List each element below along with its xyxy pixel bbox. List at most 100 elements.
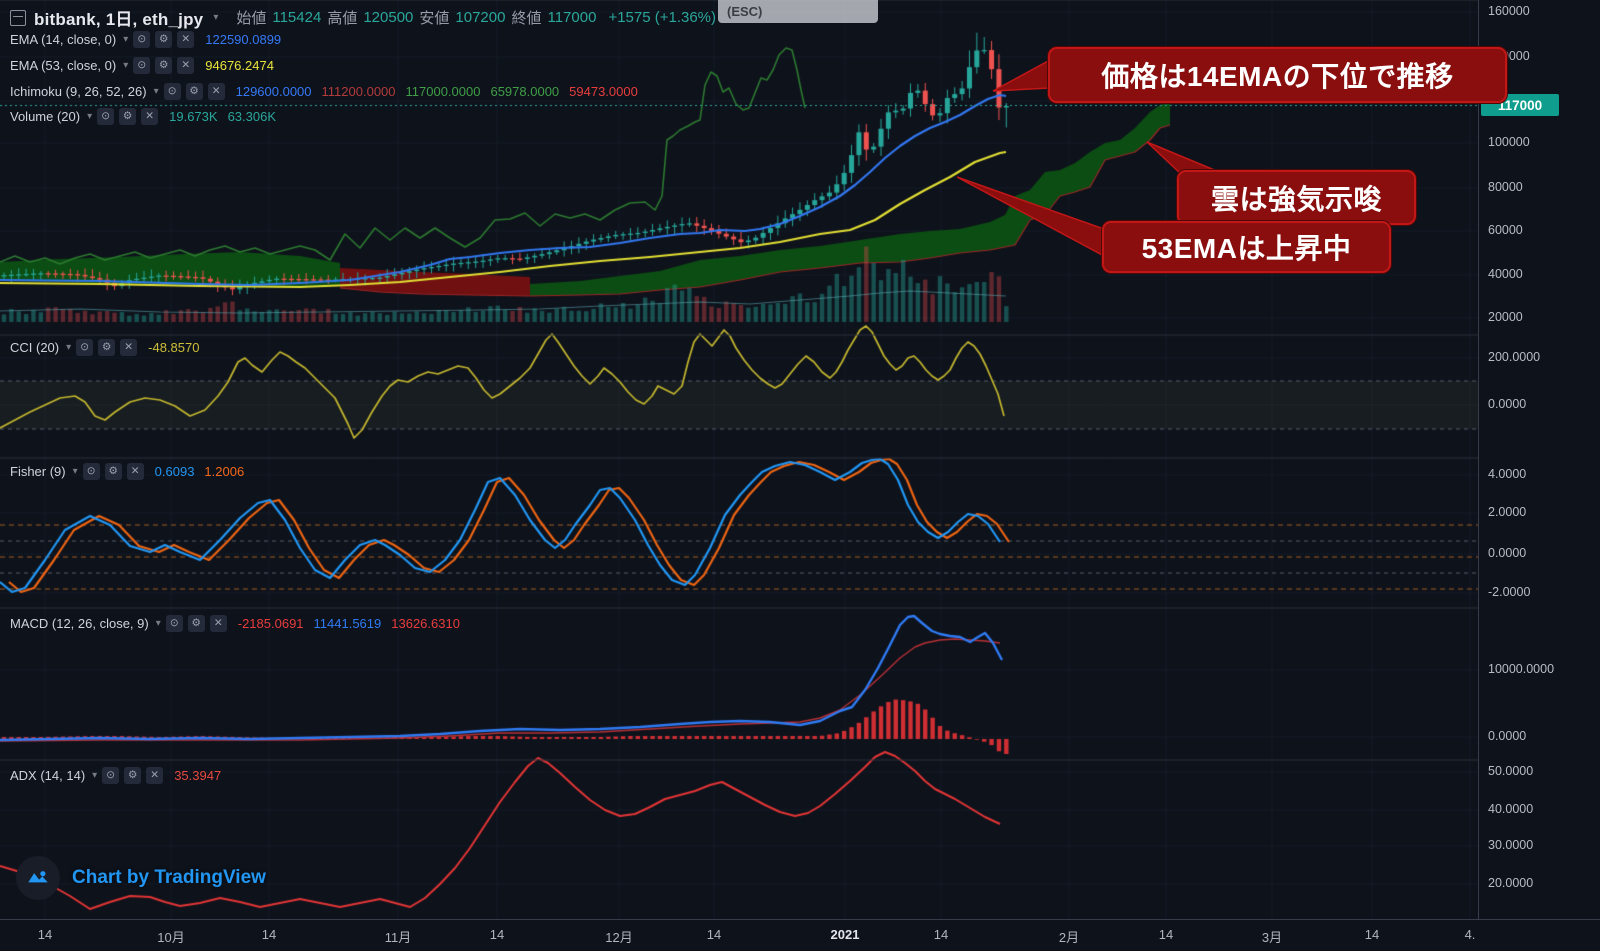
esc-hint-text: (ESC) xyxy=(727,4,763,19)
eye-icon[interactable]: ⊙ xyxy=(133,57,151,74)
axis-label: 40.0000 xyxy=(1488,802,1534,816)
eye-icon[interactable]: ⊙ xyxy=(97,108,115,125)
chevron-down-icon: ▾ xyxy=(66,342,72,353)
close-icon[interactable]: ✕ xyxy=(177,57,195,74)
close-value: 117000 xyxy=(547,9,597,26)
annotation-price-below-ema14[interactable]: 価格は14EMAの下位で推移 xyxy=(1048,47,1507,103)
axis-label: 0.0000 xyxy=(1488,729,1527,743)
axis-label: 0.0000 xyxy=(1488,397,1527,411)
time-axis-label: 14 xyxy=(706,927,722,942)
volume-value: 19.673K xyxy=(169,109,218,124)
eye-icon[interactable]: ⊙ xyxy=(133,31,151,48)
eye-icon[interactable]: ⊙ xyxy=(102,767,120,784)
eye-icon[interactable]: ⊙ xyxy=(76,339,94,356)
time-axis-label: 14 xyxy=(489,927,505,942)
legend-ichimoku-title[interactable]: Ichimoku (9, 26, 52, 26) xyxy=(10,84,147,99)
low-label: 安値 xyxy=(419,10,450,27)
symbol-header[interactable]: bitbank, 1日, eth_jpy ▾ 始値 115424 高値 1205… xyxy=(10,5,716,30)
legend-macd-title[interactable]: MACD (12, 26, close, 9) xyxy=(10,616,149,631)
chevron-down-icon: ▾ xyxy=(123,34,129,45)
legend-ema53: EMA (53, close, 0) ▾ ⊙ ⚙ ✕ 94676.2474 xyxy=(10,57,274,74)
chevron-down-icon: ▾ xyxy=(92,770,98,781)
open-label: 始値 xyxy=(236,10,267,27)
gear-icon[interactable]: ⚙ xyxy=(98,339,116,356)
volume-ma-value: 63.306K xyxy=(227,109,276,124)
gear-icon[interactable]: ⚙ xyxy=(119,108,137,125)
axis-label: 50.0000 xyxy=(1488,764,1534,778)
ichimoku-value: 117000.0000 xyxy=(405,84,481,99)
time-axis[interactable]: 14 10月 14 11月 14 12月 14 2021 14 2月 14 3月 14 4. xyxy=(0,919,1600,951)
annotation-ema53-rising[interactable]: 53EMAは上昇中 xyxy=(1102,221,1391,273)
adx-value: 35.3947 xyxy=(174,768,222,783)
axis-label: 160000 xyxy=(1488,4,1530,18)
close-icon[interactable]: ✕ xyxy=(177,31,195,48)
legend-cci-title[interactable]: CCI (20) xyxy=(10,340,60,355)
time-axis-label: 14 xyxy=(261,927,277,942)
macd-hist-value: -2185.0691 xyxy=(237,616,304,631)
time-axis-label: 10月 xyxy=(157,930,185,945)
axis-label: 60000 xyxy=(1488,223,1523,237)
time-axis-label: 14 xyxy=(1364,927,1380,942)
close-icon[interactable]: ✕ xyxy=(209,615,227,632)
legend-ema53-title[interactable]: EMA (53, close, 0) xyxy=(10,58,117,73)
time-axis-label: 2月 xyxy=(1058,930,1080,945)
close-icon[interactable]: ✕ xyxy=(141,108,159,125)
symbol-menu-icon[interactable] xyxy=(10,9,26,26)
gear-icon[interactable]: ⚙ xyxy=(155,31,173,48)
low-value: 107200 xyxy=(455,9,506,26)
ichimoku-value: 65978.0000 xyxy=(490,84,560,99)
axis-label: 10000.0000 xyxy=(1488,662,1555,676)
chevron-down-icon: ▾ xyxy=(123,60,129,71)
eye-icon[interactable]: ⊙ xyxy=(165,615,183,632)
legend-volume: Volume (20) ▾ ⊙ ⚙ ✕ 19.673K 63.306K xyxy=(10,108,276,125)
gear-icon[interactable]: ⚙ xyxy=(185,83,203,100)
eye-icon[interactable]: ⊙ xyxy=(163,83,181,100)
ema53-value: 94676.2474 xyxy=(205,58,274,73)
annotation-cloud-bullish[interactable]: 雲は強気示唆 xyxy=(1177,170,1416,225)
cci-value: -48.8570 xyxy=(148,340,200,355)
gear-icon[interactable]: ⚙ xyxy=(187,615,205,632)
time-axis-label: 12月 xyxy=(605,930,633,945)
close-icon[interactable]: ✕ xyxy=(207,83,225,100)
legend-adx-title[interactable]: ADX (14, 14) xyxy=(10,768,86,783)
open-value: 115424 xyxy=(272,9,322,26)
close-icon[interactable]: ✕ xyxy=(146,767,164,784)
exit-fullscreen-tooltip: (ESC) xyxy=(718,0,878,23)
close-icon[interactable]: ✕ xyxy=(126,463,144,480)
time-axis-label: 11月 xyxy=(384,930,412,945)
close-icon[interactable]: ✕ xyxy=(120,339,138,356)
time-axis-label: 14 xyxy=(1158,927,1174,942)
fisher-signal-value: 1.2006 xyxy=(204,464,245,479)
time-axis-label: 4. xyxy=(1464,927,1476,942)
legend-volume-title[interactable]: Volume (20) xyxy=(10,109,81,124)
axis-label: 20000 xyxy=(1488,310,1523,324)
chart-canvas[interactable] xyxy=(0,0,1478,919)
fisher-value: 0.6093 xyxy=(154,464,195,479)
high-label: 高値 xyxy=(327,10,358,27)
symbol-title[interactable]: bitbank, 1日, eth_jpy xyxy=(34,10,204,29)
price-axis[interactable]: 117000 160000 140000 100000 80000 60000 40000… xyxy=(1478,0,1600,919)
axis-label: 0.0000 xyxy=(1488,546,1527,560)
legend-macd: MACD (12, 26, close, 9) ▾ ⊙ ⚙ ✕ -2185.06… xyxy=(10,615,460,632)
legend-ema14-title[interactable]: EMA (14, close, 0) xyxy=(10,32,117,47)
legend-adx: ADX (14, 14) ▾ ⊙ ⚙ ✕ 35.3947 xyxy=(10,767,221,784)
time-axis-label: 2021 xyxy=(830,927,860,942)
legend-fisher-title[interactable]: Fisher (9) xyxy=(10,464,66,479)
gear-icon[interactable]: ⚙ xyxy=(155,57,173,74)
axis-label: 200.0000 xyxy=(1488,350,1541,364)
ichimoku-value: 129600.0000 xyxy=(235,84,312,99)
gear-icon[interactable]: ⚙ xyxy=(104,463,122,480)
macd-value: 11441.5619 xyxy=(313,616,382,631)
chevron-down-icon: ▾ xyxy=(72,466,78,477)
ichimoku-value: 59473.0000 xyxy=(569,84,638,99)
eye-icon[interactable]: ⊙ xyxy=(82,463,100,480)
tradingview-attribution-link[interactable]: Chart by TradingView xyxy=(16,856,266,900)
high-value: 120500 xyxy=(363,9,414,26)
axis-label: -2.0000 xyxy=(1488,585,1531,599)
axis-label: 4.0000 xyxy=(1488,467,1527,481)
gear-icon[interactable]: ⚙ xyxy=(124,767,142,784)
legend-ichimoku: Ichimoku (9, 26, 52, 26) ▾ ⊙ ⚙ ✕ 129600.… xyxy=(10,83,638,100)
change-value: +1575 (+1.36%) xyxy=(608,9,717,26)
legend-cci: CCI (20) ▾ ⊙ ⚙ ✕ -48.8570 xyxy=(10,339,199,356)
chevron-down-icon: ▾ xyxy=(155,618,161,629)
